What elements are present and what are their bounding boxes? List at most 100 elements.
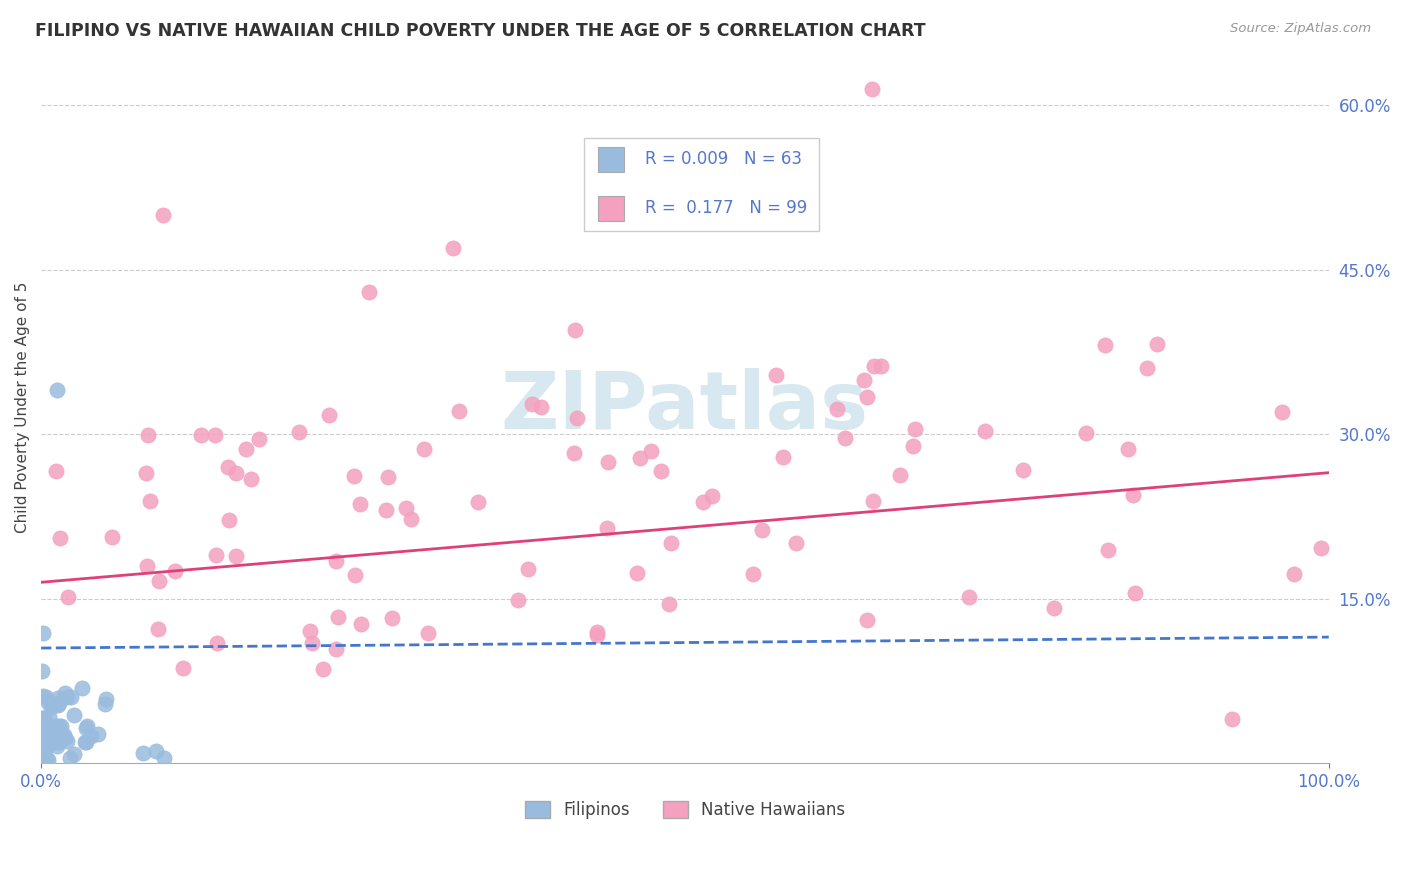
Point [1116, 442, 1139, 456]
Point [34, 734, 56, 748]
Point [31, 728, 53, 742]
Point [56, 690, 79, 704]
Point [834, 431, 856, 445]
Point [45, 739, 67, 753]
Point [148, 622, 170, 636]
Point [586, 627, 609, 641]
Point [298, 624, 321, 639]
Point [218, 513, 240, 527]
Point [1271, 405, 1294, 419]
Point [75, 735, 97, 749]
Point [45, 464, 67, 478]
Point [692, 495, 714, 509]
Point [598, 455, 620, 469]
Point [1011, 463, 1033, 477]
Point [1097, 542, 1119, 557]
Point [1220, 712, 1243, 726]
Point [58, 750, 80, 764]
Point [34, 714, 56, 728]
Point [343, 469, 366, 483]
Point [32, 689, 55, 703]
Point [58, 590, 80, 604]
Point [34, 690, 56, 704]
Point [973, 424, 995, 438]
Point [131, 746, 153, 760]
Point [94, 692, 117, 706]
Point [41, 700, 63, 714]
Point [172, 661, 194, 675]
Point [80, 729, 103, 743]
Point [640, 444, 662, 458]
Point [37, 752, 59, 766]
Point [49, 532, 72, 546]
Point [165, 564, 187, 578]
Text: Source: ZipAtlas.com: Source: ZipAtlas.com [1230, 22, 1371, 36]
Point [45, 384, 67, 398]
Point [596, 521, 619, 535]
Point [742, 566, 765, 581]
Point [136, 559, 159, 574]
Point [516, 562, 538, 576]
Point [53, 685, 76, 699]
Point [325, 641, 347, 656]
Point [46, 731, 69, 745]
Point [626, 566, 648, 580]
Point [207, 636, 229, 650]
Point [70, 681, 93, 695]
Point [659, 536, 682, 550]
Point [785, 536, 807, 550]
Point [34, 725, 56, 739]
Point [1076, 426, 1098, 441]
Point [318, 408, 340, 422]
Point [441, 241, 464, 255]
Point [325, 554, 347, 568]
Point [413, 442, 436, 456]
Point [152, 208, 174, 222]
Point [1043, 601, 1066, 615]
Legend: Filipinos, Native Hawaiians: Filipinos, Native Hawaiians [517, 795, 852, 826]
Point [467, 495, 489, 509]
Point [287, 425, 309, 440]
Point [31, 748, 53, 763]
Point [349, 497, 371, 511]
Point [52, 728, 75, 742]
Point [562, 445, 585, 459]
Point [225, 549, 247, 563]
Point [32, 756, 55, 770]
Point [328, 609, 350, 624]
Point [136, 427, 159, 442]
Point [48, 735, 70, 749]
Point [567, 411, 589, 425]
Point [1094, 338, 1116, 352]
Point [48, 696, 70, 710]
Point [63, 707, 86, 722]
Point [586, 625, 609, 640]
Point [34, 742, 56, 756]
Point [359, 285, 381, 299]
Point [87, 727, 110, 741]
Point [49, 719, 72, 733]
Point [869, 359, 891, 374]
Point [135, 467, 157, 481]
Point [860, 82, 883, 96]
Point [225, 467, 247, 481]
Point [42, 698, 65, 712]
Point [46, 698, 69, 712]
Point [32, 720, 55, 734]
Text: R =  0.177   N = 99: R = 0.177 N = 99 [645, 199, 807, 217]
Point [530, 401, 553, 415]
Point [862, 493, 884, 508]
Point [395, 500, 418, 515]
Point [957, 590, 980, 604]
Point [904, 422, 927, 436]
Point [903, 439, 925, 453]
Point [217, 460, 239, 475]
Point [301, 636, 323, 650]
Point [31, 665, 53, 679]
Point [628, 450, 651, 465]
Point [344, 568, 367, 582]
Point [76, 719, 98, 733]
Point [31, 718, 53, 732]
Point [1282, 566, 1305, 581]
Point [46, 719, 69, 733]
